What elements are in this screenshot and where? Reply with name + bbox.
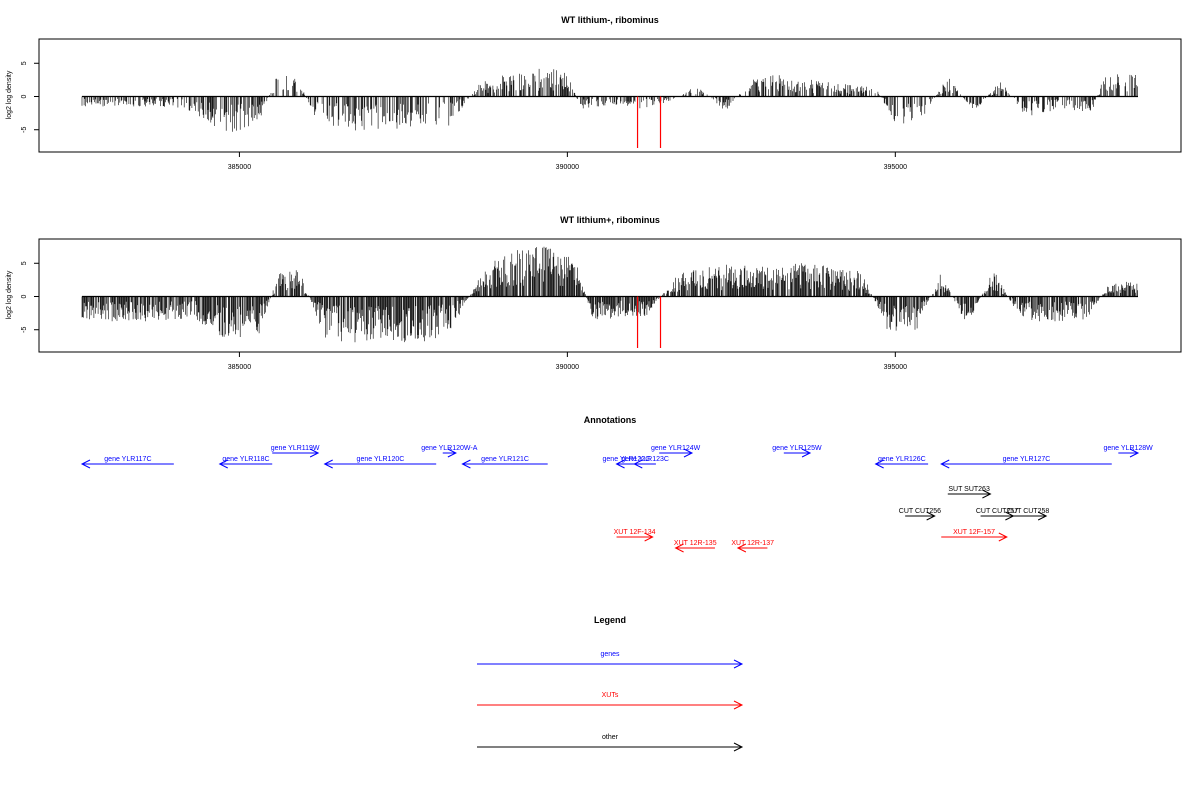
feature-label: gene YLR128W — [1104, 445, 1154, 452]
feature-arrow: XUT 12R-137 — [731, 540, 774, 553]
legend-label: other — [602, 734, 619, 741]
x-tick-label: 395000 — [884, 164, 907, 171]
legend-label: XUTs — [602, 692, 619, 699]
feature-label: gene YLR118C — [222, 456, 269, 463]
feature-arrow: XUT 12F-157 — [941, 529, 1008, 542]
feature-label: XUT 12F-134 — [614, 529, 656, 536]
feature-arrow: XUT 12F-134 — [614, 529, 656, 542]
legend-title: Legend — [594, 615, 626, 625]
legend-entry: XUTs — [477, 692, 744, 710]
legend-label: genes — [600, 651, 620, 658]
feature-arrow: gene YLR122C — [603, 456, 651, 469]
feature-label: gene YLR125W — [772, 445, 822, 452]
feature-arrow: gene YLR120C — [323, 456, 437, 469]
y-tick-label: -5 — [21, 127, 28, 133]
feature-arrow: CUT CUT256 — [899, 508, 941, 521]
feature-label: XUT 12F-157 — [953, 529, 995, 536]
plot-frame — [38, 238, 1182, 353]
y-tick-label: 0 — [21, 94, 28, 98]
signal-bars — [81, 246, 1138, 348]
annotations-panel: Annotations gene YLR117C gene YLR118Cgene… — [80, 415, 1154, 553]
feature-label: gene YLR117C — [104, 456, 151, 463]
feature-label: gene YLR120C — [357, 456, 405, 463]
feature-label: gene YLR120W-A — [421, 445, 477, 452]
feature-arrow: gene YLR119W — [271, 445, 320, 458]
y-tick-label: 0 — [21, 294, 28, 298]
feature-label: gene YLR124W — [651, 445, 701, 452]
feature-arrow: XUT 12R-135 — [674, 540, 717, 553]
x-tick-label: 395000 — [884, 364, 907, 371]
legend-entry: other — [477, 734, 744, 752]
feature-label: CUT CUT258 — [1007, 508, 1049, 515]
feature-arrow: gene YLR117C — [80, 456, 174, 469]
feature-arrow: gene YLR124W — [651, 445, 701, 458]
feature-label: CUT CUT257 — [976, 508, 1018, 515]
axes: 385000 390000 395000 -5 0 5 — [21, 261, 907, 371]
feature-label: gene YLR127C — [1003, 456, 1051, 463]
feature-label: gene YLR122C — [603, 456, 651, 463]
track-panel-lithium-plus: WT lithium+, ribominus log2 log density … — [6, 215, 1182, 371]
feature-arrow: gene YLR128W — [1104, 445, 1154, 458]
annotations-title: Annotations — [584, 415, 637, 425]
feature-arrow: gene YLR126C — [874, 456, 929, 469]
x-tick-label: 390000 — [556, 364, 579, 371]
feature-label: SUT SUT263 — [948, 486, 990, 493]
legend-panel: Legend genes XUTs other — [477, 615, 744, 752]
y-tick-label: -5 — [21, 327, 28, 333]
track-title: WT lithium-, ribominus — [561, 15, 659, 25]
feature-arrow: gene YLR123C — [621, 456, 669, 469]
x-tick-label: 390000 — [556, 164, 579, 171]
feature-arrow: gene YLR121C — [461, 456, 548, 469]
feature-label: XUT 12R-135 — [674, 540, 717, 547]
x-tick-label: 385000 — [228, 164, 251, 171]
feature-arrow: gene YLR125W — [772, 445, 822, 458]
feature-label: CUT CUT256 — [899, 508, 941, 515]
feature-label: gene YLR123C — [621, 456, 669, 463]
y-axis-label: log2 log density — [6, 70, 13, 119]
feature-arrow: gene YLR118C — [218, 456, 273, 469]
feature-label: gene YLR119W — [271, 445, 320, 452]
axes: 385000 390000 395000 -5 0 5 — [21, 61, 907, 171]
track-title: WT lithium+, ribominus — [560, 215, 660, 225]
track-panel-lithium-minus: WT lithium-, ribominus log2 log density … — [6, 15, 1182, 171]
x-tick-label: 385000 — [228, 364, 251, 371]
y-tick-label: 5 — [21, 261, 28, 265]
feature-arrow: CUT CUT258 — [1007, 508, 1049, 521]
feature-label: gene YLR121C — [481, 456, 529, 463]
feature-label: XUT 12R-137 — [731, 540, 774, 547]
legend-items: genes XUTs other — [477, 651, 744, 752]
feature-arrow: SUT SUT263 — [947, 486, 992, 499]
feature-arrow: gene YLR120W-A — [421, 445, 478, 458]
plot-frame — [38, 38, 1182, 153]
y-tick-label: 5 — [21, 61, 28, 65]
legend-entry: genes — [477, 651, 744, 669]
signal-bars — [81, 68, 1138, 148]
feature-label: gene YLR126C — [878, 456, 926, 463]
feature-arrow: gene YLR127C — [940, 456, 1112, 469]
y-axis-label: log2 log density — [6, 270, 13, 319]
